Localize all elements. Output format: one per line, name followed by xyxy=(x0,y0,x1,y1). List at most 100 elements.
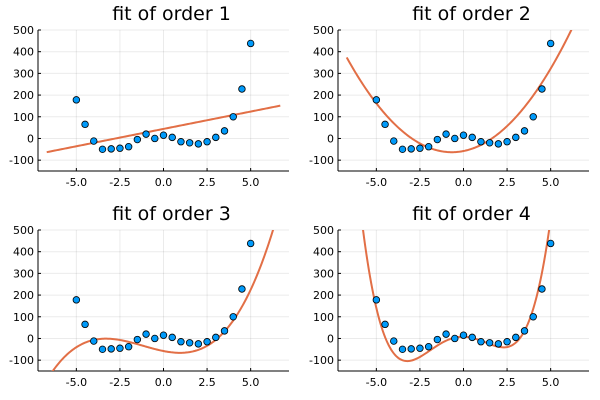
y-tick-label: 0 xyxy=(327,332,334,345)
data-point xyxy=(372,296,381,304)
data-point xyxy=(512,133,520,142)
y-tick-label: 500 xyxy=(313,24,334,37)
x-tick-label: 0.0 xyxy=(155,176,173,189)
data-point xyxy=(546,239,555,248)
data-point xyxy=(194,140,203,148)
data-point xyxy=(433,335,442,344)
data-point xyxy=(512,333,520,342)
data-point xyxy=(229,313,237,321)
y-tick-label: 200 xyxy=(13,289,34,302)
data-point xyxy=(177,138,185,146)
plot-area xyxy=(51,230,275,371)
x-tick-label: -2.5 xyxy=(109,176,130,189)
data-point xyxy=(81,120,89,129)
data-point xyxy=(477,338,485,346)
y-tick-label: 200 xyxy=(313,289,334,302)
x-tick-label: 2.5 xyxy=(198,176,216,189)
data-point xyxy=(468,133,476,142)
data-point xyxy=(424,143,433,151)
data-point xyxy=(124,143,133,151)
data-point xyxy=(416,144,424,152)
plot-area xyxy=(345,30,573,154)
data-point xyxy=(177,338,185,346)
data-point xyxy=(398,145,407,154)
data-point xyxy=(477,138,485,146)
x-tick-label: 0.0 xyxy=(155,376,173,389)
data-point xyxy=(442,130,450,138)
data-point xyxy=(529,113,537,121)
data-point xyxy=(229,113,237,121)
data-point xyxy=(381,320,389,329)
data-point xyxy=(520,127,529,135)
x-tick-label: 5.0 xyxy=(542,376,560,389)
y-tick-label: 200 xyxy=(13,89,34,102)
x-tick-label: -2.5 xyxy=(409,176,430,189)
data-point xyxy=(72,296,81,304)
data-point xyxy=(142,330,150,338)
data-point xyxy=(194,340,203,348)
data-point xyxy=(451,334,459,343)
data-point xyxy=(168,133,176,142)
data-point xyxy=(538,85,546,93)
x-tick-label: -5.0 xyxy=(366,176,387,189)
data-point xyxy=(503,138,511,146)
data-point xyxy=(442,330,450,338)
data-point xyxy=(538,285,546,293)
data-point xyxy=(90,337,98,345)
data-point xyxy=(485,139,494,147)
data-point xyxy=(381,120,389,129)
y-tick-label: 500 xyxy=(13,224,34,237)
data-point xyxy=(90,137,98,145)
data-point xyxy=(72,96,81,104)
data-point xyxy=(390,337,398,345)
data-point xyxy=(246,39,255,48)
y-tick-label: 300 xyxy=(313,67,334,80)
chart-panel-3: -5.0 -2.5 0.0 2.5 5.0 -100 0 100 200 300 400 500 fit… xyxy=(9,203,289,389)
data-point xyxy=(372,96,381,104)
y-tick-label: 0 xyxy=(27,332,34,345)
chart-panel-2: -5.0 -2.5 0.0 2.5 5.0 -100 0 100 200 300 400 500 fit… xyxy=(309,3,589,189)
x-tick-label: -5.0 xyxy=(66,176,87,189)
chart-title: fit of order 3 xyxy=(112,203,231,225)
x-tick-label: 0.0 xyxy=(455,376,473,389)
data-point xyxy=(203,338,211,346)
y-tick-label: -100 xyxy=(9,154,34,167)
data-point xyxy=(238,285,246,293)
data-point xyxy=(168,333,176,342)
data-point xyxy=(151,334,159,343)
data-point xyxy=(81,320,89,329)
data-point xyxy=(212,333,220,342)
x-tick-label: 5.0 xyxy=(242,376,260,389)
plot-area xyxy=(46,39,281,154)
y-tick-label: 400 xyxy=(13,246,34,259)
x-tick-label: -2.5 xyxy=(109,376,130,389)
chart-panel-4: -5.0 -2.5 0.0 2.5 5.0 -100 0 100 200 300 400 500 fit… xyxy=(309,203,589,389)
data-point xyxy=(220,327,229,335)
data-point xyxy=(416,344,424,352)
chart-panel-1: -5.0 -2.5 0.0 2.5 5.0 -100 0 100 200 300 400 500 fit… xyxy=(9,3,289,189)
data-point xyxy=(212,133,220,142)
data-point xyxy=(459,331,468,339)
x-tick-label: 2.5 xyxy=(498,376,516,389)
data-point xyxy=(246,239,255,248)
y-tick-label: 500 xyxy=(313,224,334,237)
y-tick-label: 400 xyxy=(313,246,334,259)
x-tick-label: -5.0 xyxy=(366,376,387,389)
data-point xyxy=(107,345,115,353)
data-point xyxy=(424,343,433,351)
data-point xyxy=(107,145,115,153)
y-tick-label: 100 xyxy=(313,111,334,124)
data-point xyxy=(407,145,415,153)
data-point xyxy=(433,135,442,144)
x-tick-label: -5.0 xyxy=(66,376,87,389)
y-tick-label: 200 xyxy=(313,89,334,102)
y-tick-label: 100 xyxy=(313,311,334,324)
y-tick-label: 100 xyxy=(13,111,34,124)
data-point xyxy=(546,39,555,48)
x-tick-label: 2.5 xyxy=(498,176,516,189)
data-point xyxy=(494,140,503,148)
data-point xyxy=(142,130,150,138)
y-tick-label: 400 xyxy=(313,46,334,59)
y-tick-label: -100 xyxy=(309,354,334,367)
